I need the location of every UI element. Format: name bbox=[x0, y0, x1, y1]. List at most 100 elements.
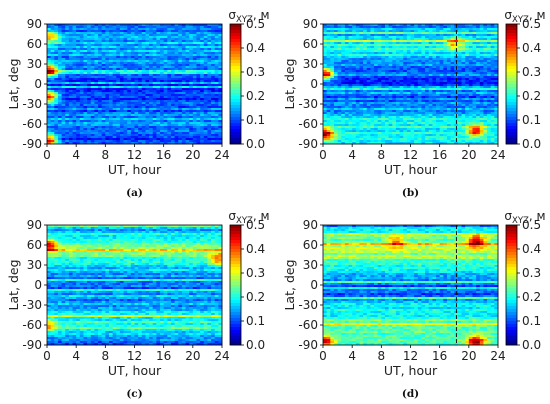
heatmap-cell bbox=[127, 52, 132, 55]
heatmap-cell bbox=[218, 48, 223, 51]
heatmap-cell bbox=[123, 84, 128, 87]
heatmap-cell bbox=[189, 84, 194, 87]
heatmap-cell bbox=[203, 34, 208, 37]
heatmap-cell bbox=[108, 98, 114, 101]
heatmap-cell bbox=[116, 82, 121, 85]
heatmap-cell bbox=[167, 66, 172, 69]
heatmap-cell bbox=[189, 42, 194, 45]
heatmap-cell bbox=[54, 96, 59, 99]
heatmap-cell bbox=[203, 32, 208, 35]
heatmap-cell bbox=[167, 58, 172, 61]
heatmap-cell bbox=[105, 40, 110, 43]
heatmap-cell bbox=[189, 56, 194, 59]
y-tick-label: 60 bbox=[27, 37, 42, 51]
heatmap-cell bbox=[130, 70, 135, 73]
heatmap-cell bbox=[50, 32, 55, 35]
heatmap-cell bbox=[116, 36, 121, 39]
heatmap-cell bbox=[174, 96, 179, 99]
heatmap-cell bbox=[203, 44, 208, 47]
heatmap-cell bbox=[203, 86, 208, 89]
heatmap-cell bbox=[47, 48, 52, 51]
heatmap-cell bbox=[79, 92, 84, 95]
heatmap-cell bbox=[57, 34, 62, 37]
heatmap-cell bbox=[119, 82, 124, 85]
heatmap-cell bbox=[130, 48, 135, 51]
heatmap-cell bbox=[76, 26, 81, 29]
heatmap-cell bbox=[185, 96, 190, 99]
heatmap-cell bbox=[83, 60, 88, 63]
heatmap-cell bbox=[61, 64, 66, 67]
heatmap-cell bbox=[108, 28, 114, 31]
heatmap-cell bbox=[90, 72, 95, 75]
heatmap-cell bbox=[189, 34, 194, 37]
heatmap-cell bbox=[116, 52, 121, 55]
heatmap-cell bbox=[203, 78, 208, 81]
heatmap-cell bbox=[76, 68, 81, 71]
heatmap-cell bbox=[156, 84, 161, 87]
heatmap-cell bbox=[72, 74, 77, 77]
heatmap-cell bbox=[149, 58, 154, 61]
heatmap-cell bbox=[83, 24, 88, 27]
heatmap-cell bbox=[87, 90, 92, 93]
heatmap-cell bbox=[174, 72, 179, 75]
heatmap-cell bbox=[196, 26, 201, 29]
heatmap-cell bbox=[145, 64, 150, 67]
heatmap-cell bbox=[214, 48, 219, 51]
heatmap-cell bbox=[141, 28, 146, 31]
heatmap-cell bbox=[101, 26, 106, 29]
heatmap-cell bbox=[54, 64, 59, 67]
heatmap-cell bbox=[101, 50, 106, 53]
heatmap-cell bbox=[54, 28, 59, 31]
heatmap-cell bbox=[105, 68, 110, 71]
heatmap-cell bbox=[87, 64, 92, 67]
heatmap-cell bbox=[207, 80, 212, 83]
heatmap-cell bbox=[119, 78, 124, 81]
heatmap-cell bbox=[149, 44, 154, 47]
heatmap-cell bbox=[170, 50, 176, 53]
heatmap-cell bbox=[108, 76, 114, 79]
heatmap-cell bbox=[54, 48, 59, 51]
heatmap-cell bbox=[61, 58, 66, 61]
heatmap-cell bbox=[218, 24, 223, 27]
heatmap-cell bbox=[61, 40, 66, 43]
heatmap-cell bbox=[47, 60, 52, 63]
heatmap-cell bbox=[170, 52, 176, 55]
heatmap-cell bbox=[72, 62, 77, 65]
heatmap-cell bbox=[61, 70, 66, 73]
heatmap-cell bbox=[185, 56, 190, 59]
heatmap-cell bbox=[170, 54, 176, 57]
heatmap-cell bbox=[218, 52, 223, 55]
heatmap-cell bbox=[145, 68, 150, 71]
heatmap-cell bbox=[141, 44, 146, 47]
heatmap-cell bbox=[57, 64, 62, 67]
heatmap-cell bbox=[61, 54, 66, 57]
heatmap-cell bbox=[149, 96, 154, 99]
heatmap-cell bbox=[167, 62, 172, 65]
heatmap-cell bbox=[101, 70, 106, 73]
heatmap-cell bbox=[181, 52, 186, 55]
heatmap-cell bbox=[203, 50, 208, 53]
heatmap-cell bbox=[87, 98, 92, 101]
heatmap-cell bbox=[167, 28, 172, 31]
heatmap-cell bbox=[181, 86, 186, 89]
heatmap-cell bbox=[218, 80, 223, 83]
heatmap-cell bbox=[167, 36, 172, 39]
heatmap-cell bbox=[163, 54, 168, 57]
heatmap-cell bbox=[214, 96, 219, 99]
heatmap-cell bbox=[141, 26, 146, 29]
heatmap-cell bbox=[170, 66, 176, 69]
heatmap-cell bbox=[90, 34, 95, 37]
heatmap-cell bbox=[203, 70, 208, 73]
heatmap-cell bbox=[145, 66, 150, 69]
heatmap-cell bbox=[54, 34, 59, 37]
heatmap-cell bbox=[72, 24, 77, 27]
heatmap-cell bbox=[167, 64, 172, 67]
heatmap-cell bbox=[214, 34, 219, 37]
heatmap-cell bbox=[149, 60, 154, 63]
heatmap-cell bbox=[79, 38, 84, 41]
heatmap-cell bbox=[83, 94, 88, 97]
heatmap-cell bbox=[76, 94, 81, 97]
heatmap-cell bbox=[200, 80, 205, 83]
heatmap-cell bbox=[207, 32, 212, 35]
heatmap-cell bbox=[141, 86, 146, 89]
